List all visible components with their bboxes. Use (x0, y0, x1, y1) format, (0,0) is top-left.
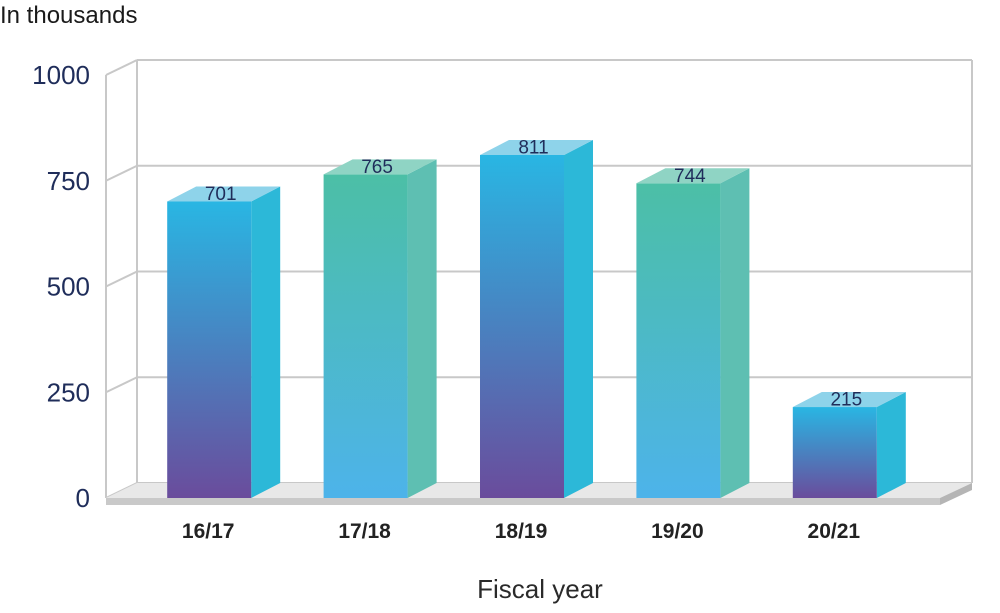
y-axis-unit-label: In thousands (0, 2, 138, 29)
data-label: 811 (518, 137, 548, 158)
data-label: 765 (361, 157, 393, 178)
bar-top (636, 168, 750, 184)
x-tick-label: 16/17 (182, 520, 235, 543)
x-tick-label: 19/20 (651, 520, 704, 543)
bar-top (792, 392, 906, 408)
bar: 215 (792, 390, 906, 498)
x-tick-label: 18/19 (495, 520, 548, 543)
bar-top (323, 159, 437, 175)
bar-top (167, 186, 281, 202)
bar-side (876, 392, 906, 498)
bar-front (480, 154, 564, 498)
bar-front (792, 407, 877, 498)
bar-side (251, 186, 281, 499)
data-label: 744 (674, 166, 706, 187)
bar-side (564, 139, 593, 498)
bars: 701 765 811 744 215 (167, 137, 906, 499)
floor-side (940, 483, 972, 505)
y-tick-label: 500 (47, 272, 90, 302)
gridline-side (105, 376, 138, 394)
y-tick-label: 0 (76, 483, 90, 513)
bar: 765 (323, 157, 437, 498)
y-tick-label: 250 (47, 377, 90, 407)
bar: 811 (480, 137, 593, 498)
bar-front (167, 201, 252, 499)
data-label: 701 (205, 184, 237, 205)
bar: 701 (167, 184, 281, 499)
bar-front (323, 174, 408, 498)
bar-top (480, 139, 593, 155)
gridline-side (105, 270, 138, 288)
axis-ticks: 0 250 500 750 1000 16/17 17/18 18/19 19/20 20/21 (32, 60, 860, 543)
x-tick-label: 17/18 (338, 520, 391, 543)
y-tick-label: 1000 (32, 60, 90, 90)
gridline-side (105, 164, 138, 182)
data-label: 215 (830, 390, 862, 411)
x-axis-label: Fiscal year (477, 574, 603, 604)
bar-front (636, 183, 721, 498)
x-tick-label: 20/21 (808, 520, 861, 543)
bar-side (407, 159, 437, 498)
bar-side (720, 168, 750, 498)
floor-front (106, 498, 940, 505)
bar: 744 (636, 166, 750, 498)
y-tick-label: 750 (47, 166, 90, 196)
gridline-side (105, 59, 138, 76)
